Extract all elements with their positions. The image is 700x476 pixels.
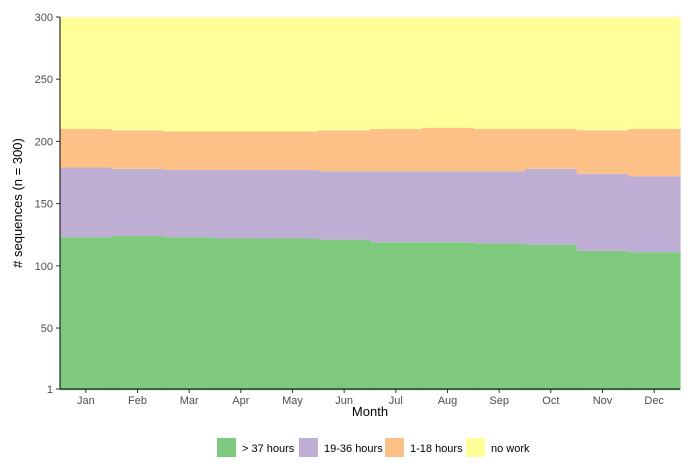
segment-mar-1 [163, 170, 216, 238]
segment-aug-2 [421, 127, 474, 172]
y-tick-label-150: 150 [35, 199, 53, 211]
segment-nov-1 [576, 173, 629, 251]
segment-may-2 [266, 131, 319, 171]
segment-jun-3 [318, 17, 371, 131]
segment-feb-3 [111, 17, 164, 131]
legend-label-2: 1-18 hours [410, 443, 463, 455]
segment-nov-2 [576, 130, 629, 174]
legend-label-3: no work [491, 443, 530, 455]
segment-dec-2 [628, 128, 681, 177]
segment-nov-3 [576, 17, 629, 131]
segment-feb-2 [111, 130, 164, 169]
segment-jun-1 [318, 171, 371, 240]
segment-apr-3 [215, 17, 268, 132]
segment-jan-0 [60, 237, 113, 391]
x-tick-label-dec: Dec [644, 395, 664, 407]
x-axis-title: Month [352, 404, 388, 419]
segment-may-1 [266, 170, 319, 239]
segment-apr-1 [215, 170, 268, 239]
segment-oct-3 [525, 17, 578, 129]
x-tick-label-jul: Jul [389, 395, 403, 407]
segment-may-0 [266, 238, 319, 391]
x-tick-label-feb: Feb [128, 395, 147, 407]
segment-apr-2 [215, 131, 268, 171]
segment-jul-3 [370, 17, 423, 129]
y-tick-label-50: 50 [41, 323, 53, 335]
segment-dec-3 [628, 17, 681, 129]
legend-key-3 [466, 438, 485, 457]
legend-key-1 [299, 438, 318, 457]
x-tick-label-apr: Apr [232, 395, 249, 407]
segment-sep-2 [473, 128, 526, 172]
segment-jul-2 [370, 128, 423, 172]
segment-nov-0 [576, 250, 629, 391]
segment-mar-2 [163, 131, 216, 171]
segment-oct-0 [525, 244, 578, 391]
x-tick-label-sep: Sep [489, 395, 509, 407]
x-tick-label-may: May [282, 395, 303, 407]
segment-mar-3 [163, 17, 216, 132]
x-tick-label-jan: Jan [77, 395, 95, 407]
segment-dec-0 [628, 252, 681, 391]
segment-feb-1 [111, 168, 164, 236]
x-tick-label-mar: Mar [180, 395, 199, 407]
segment-jun-2 [318, 130, 371, 172]
segment-jan-1 [60, 167, 113, 238]
segment-mar-0 [163, 237, 216, 391]
legend-label-1: 19-36 hours [324, 443, 383, 455]
x-tick-label-aug: Aug [438, 395, 458, 407]
segment-oct-2 [525, 128, 578, 169]
segment-apr-0 [215, 238, 268, 391]
y-tick-label-250: 250 [35, 74, 53, 86]
legend-key-2 [385, 438, 404, 457]
x-tick-label-nov: Nov [593, 395, 613, 407]
x-tick-label-oct: Oct [542, 395, 559, 407]
segment-dec-1 [628, 176, 681, 253]
segment-aug-3 [421, 17, 474, 128]
segment-sep-3 [473, 17, 526, 129]
y-tick-label-300: 300 [35, 12, 53, 24]
segment-jul-0 [370, 242, 423, 391]
segment-jun-0 [318, 239, 371, 391]
segment-oct-1 [525, 168, 578, 245]
y-tick-label-100: 100 [35, 261, 53, 273]
segment-jan-2 [60, 128, 113, 168]
x-tick-label-jun: Jun [335, 395, 353, 407]
y-tick-label-1: 1 [47, 384, 53, 396]
segment-sep-1 [473, 171, 526, 244]
segment-aug-0 [421, 242, 474, 391]
segment-jan-3 [60, 17, 113, 129]
legend: > 37 hours 19-36 hours 1-18 hours no work [217, 438, 530, 457]
legend-label-0: > 37 hours [242, 443, 295, 455]
segment-jul-1 [370, 171, 423, 243]
segment-feb-0 [111, 235, 164, 391]
plot-area [60, 17, 681, 391]
segment-may-3 [266, 17, 319, 132]
y-tick-label-200: 200 [35, 136, 53, 148]
segment-sep-0 [473, 243, 526, 391]
legend-key-0 [217, 438, 236, 457]
segment-aug-1 [421, 171, 474, 243]
y-axis-title: # sequences (n = 300) [10, 138, 25, 268]
